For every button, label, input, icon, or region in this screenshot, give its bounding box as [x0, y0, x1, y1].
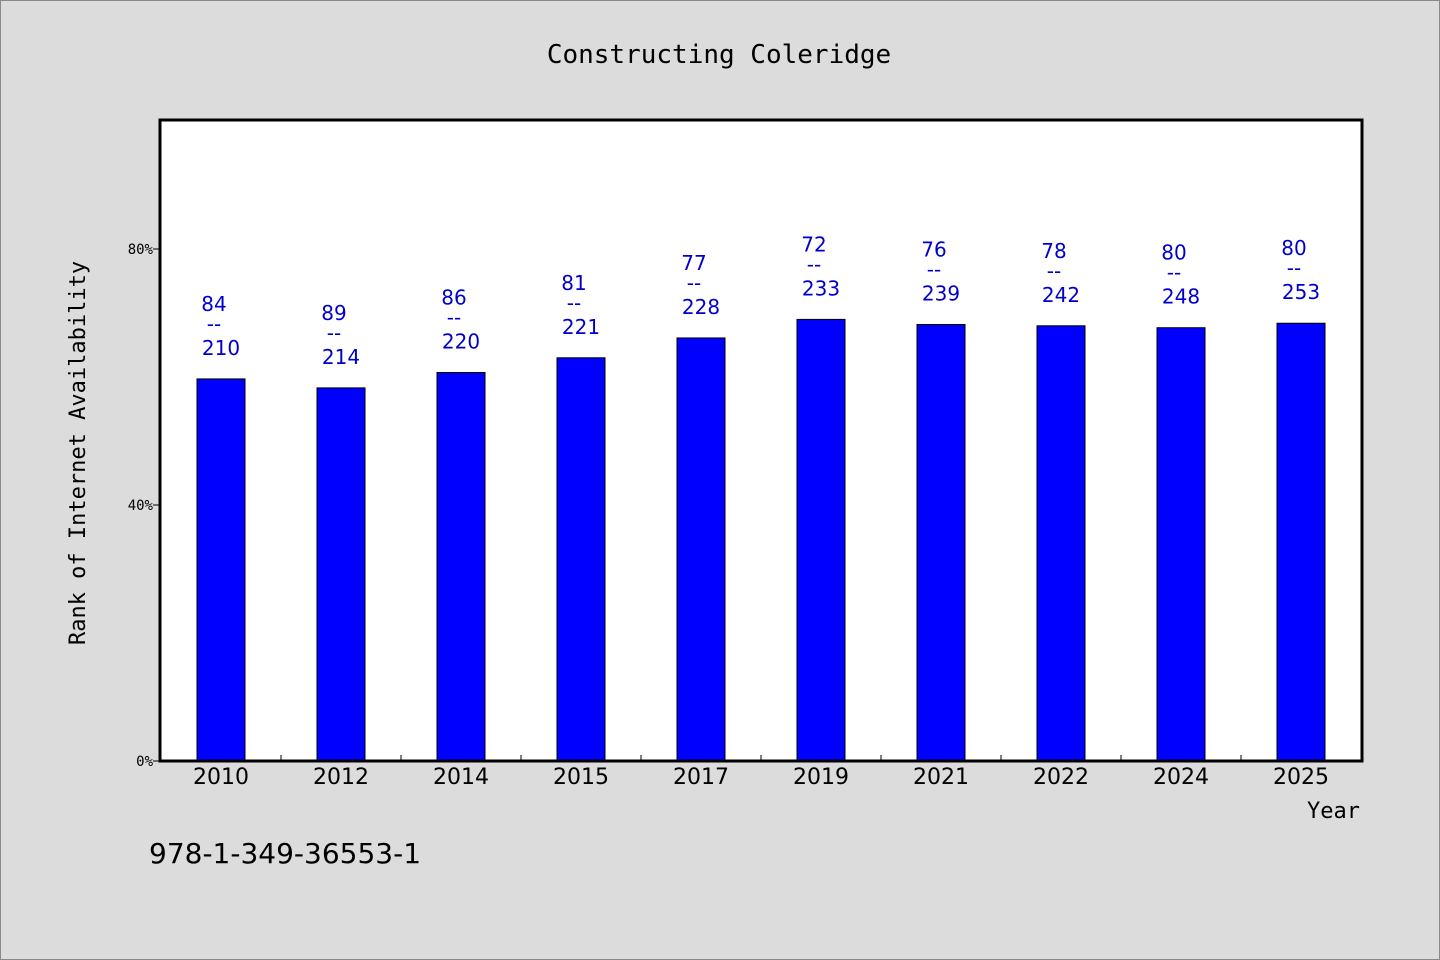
data-label-bottom-2019: 233 — [802, 276, 840, 300]
data-label-bottom-2014: 220 — [442, 330, 480, 354]
data-label-top-2017: 77 — [681, 251, 706, 275]
bar-2017 — [676, 337, 726, 762]
data-label-top-2025: 80 — [1281, 236, 1306, 260]
bars-layer — [196, 318, 1326, 762]
data-label-bottom-2025: 253 — [1282, 280, 1320, 304]
data-label-bottom-2015: 221 — [562, 315, 600, 339]
x-tick-label-2022: 2022 — [1033, 765, 1089, 790]
data-label-separator-2012: -- — [327, 321, 341, 345]
x-tick-label-2010: 2010 — [193, 765, 249, 790]
x-tick-label-2015: 2015 — [553, 765, 609, 790]
data-label-separator-2021: -- — [927, 258, 941, 282]
bar-2014 — [436, 372, 486, 762]
data-labels-layer: 84--21089--21486--22081--22177--22872--2… — [201, 232, 1320, 368]
data-label-separator-2015: -- — [567, 291, 581, 315]
plot-frame — [158, 118, 1364, 763]
x-tick-label-2012: 2012 — [313, 765, 369, 790]
data-label-top-2021: 76 — [921, 238, 946, 262]
data-label-separator-2014: -- — [447, 306, 461, 330]
bar-2024 — [1156, 327, 1206, 762]
data-label-separator-2019: -- — [807, 252, 821, 276]
y-tick-label-0: 0% — [136, 754, 153, 770]
bar-2010 — [196, 378, 246, 762]
data-label-separator-2024: -- — [1167, 261, 1181, 285]
x-tick-label-2019: 2019 — [793, 765, 849, 790]
data-label-separator-2022: -- — [1047, 259, 1061, 283]
data-label-bottom-2024: 248 — [1162, 285, 1200, 309]
x-tick-label-2017: 2017 — [673, 765, 729, 790]
data-label-separator-2017: -- — [687, 271, 701, 295]
data-label-top-2015: 81 — [561, 271, 586, 295]
bar-2021 — [916, 324, 966, 762]
x-tick-label-2024: 2024 — [1153, 765, 1209, 790]
data-label-top-2022: 78 — [1041, 239, 1066, 263]
data-label-bottom-2021: 239 — [922, 282, 960, 306]
data-label-top-2012: 89 — [321, 301, 346, 325]
data-label-bottom-2017: 228 — [682, 295, 720, 319]
y-axis-label: Rank of Internet Availability — [66, 261, 91, 645]
bar-2012 — [316, 387, 366, 762]
bar-2015 — [556, 357, 606, 762]
bar-2019 — [796, 318, 846, 762]
data-label-bottom-2022: 242 — [1042, 283, 1080, 307]
x-tick-label-2025: 2025 — [1273, 765, 1329, 790]
data-label-top-2024: 80 — [1161, 241, 1186, 265]
data-label-separator-2025: -- — [1287, 256, 1301, 280]
x-axis-label: Year — [1307, 799, 1360, 824]
y-axis: 0% 40% 80% — [128, 242, 161, 770]
data-label-top-2010: 84 — [201, 292, 226, 316]
x-axis: 2010 2012 2014 2015 2017 2019 2021 2022 2024 2025 — [193, 755, 1329, 790]
x-tick-label-2021: 2021 — [913, 765, 969, 790]
bar-2022 — [1036, 325, 1086, 762]
chart-title: Constructing Coleridge — [547, 40, 891, 70]
data-label-bottom-2010: 210 — [202, 336, 240, 360]
y-tick-label-40: 40% — [128, 498, 154, 514]
data-label-top-2019: 72 — [801, 232, 826, 256]
y-tick-label-80: 80% — [128, 242, 154, 258]
x-tick-label-2014: 2014 — [433, 765, 489, 790]
footer-isbn: 978-1-349-36553-1 — [149, 837, 421, 870]
data-label-separator-2010: -- — [207, 312, 221, 336]
data-label-bottom-2012: 214 — [322, 345, 360, 369]
bar-2025 — [1276, 322, 1326, 762]
data-label-top-2014: 86 — [441, 286, 466, 310]
